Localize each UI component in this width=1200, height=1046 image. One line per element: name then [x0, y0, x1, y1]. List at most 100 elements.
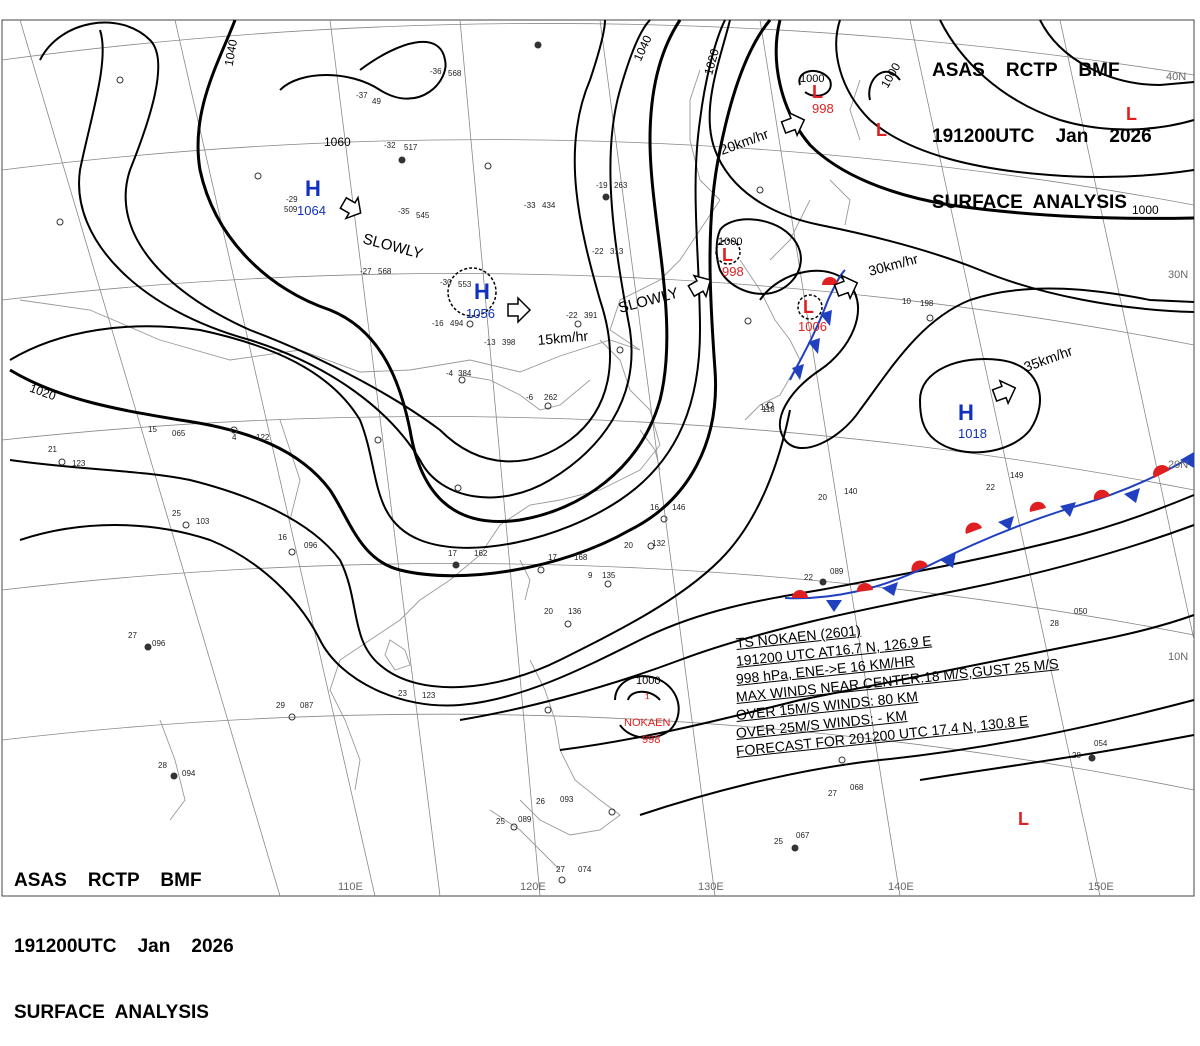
station-pressure: 067: [796, 831, 810, 840]
isobar: [835, 19, 1195, 179]
isobar: [919, 734, 1195, 781]
station-temp: 22: [804, 573, 813, 582]
isobar-label: 1020: [701, 47, 722, 77]
station-pressure: 074: [578, 865, 592, 874]
station-temp: 25: [496, 817, 505, 826]
station-pressure: 087: [300, 701, 314, 710]
station-temp: 26: [536, 797, 545, 806]
isobar: [868, 70, 901, 101]
station-pressure: 434: [542, 201, 556, 210]
station-temp: 20: [818, 493, 827, 502]
station-pressure: 089: [830, 567, 844, 576]
movement-arrow: [833, 274, 859, 301]
station-pressure: 132: [652, 539, 666, 548]
movement-arrow: [339, 195, 362, 220]
station-pressure: 149: [1010, 471, 1024, 480]
station-pressure: 262: [544, 393, 558, 402]
station-temp: -22: [566, 311, 578, 320]
station-pressure: 140: [844, 487, 858, 496]
warm-front-semicircles: [792, 277, 1170, 598]
high-center-ring: [447, 267, 497, 317]
header-line-1: ASAS RCTP BMF: [14, 870, 202, 891]
station-pressure: 054: [1094, 739, 1108, 748]
high-pressure-value: 1018: [958, 426, 987, 441]
longitude-label: 150E: [1088, 881, 1114, 893]
station-pressure: 135: [602, 571, 616, 580]
station-temp: 9: [588, 571, 593, 580]
station-pressure: 198: [920, 299, 934, 308]
station-temp: -30: [440, 278, 452, 287]
station-temp: 25: [172, 509, 181, 518]
isobar-label: 1060: [324, 135, 351, 149]
station-pressure: 384: [458, 369, 472, 378]
isobar-label: 1000: [718, 236, 742, 248]
longitude-label: 110E: [338, 881, 363, 893]
isobar: [774, 19, 1195, 220]
station-pressure: 146: [672, 503, 686, 512]
isobar: [9, 409, 791, 689]
station-pressure: 568: [378, 267, 392, 276]
station-temp: 15: [148, 425, 157, 434]
latitude-lines: [1, 23, 1195, 791]
station-pressure: 49: [372, 97, 381, 106]
station-temp: 29: [276, 701, 285, 710]
station-temp: -33: [524, 201, 536, 210]
station-pressure: 545: [416, 211, 430, 220]
station-temp: -36: [430, 67, 442, 76]
surface-analysis-map: 110E 120E 130E 140E 150E 40N 30N 20N 10N…: [1, 19, 1195, 897]
isobar: [627, 690, 661, 701]
chart-header-top: ASAS RCTP BMF 191200UTC Jan 2026 SURFACE…: [932, 16, 1152, 236]
low-pressure-value: 1006: [798, 319, 827, 334]
station-pressure: 094: [182, 769, 196, 778]
station-temp: -29: [286, 195, 298, 204]
station-temp: -4: [446, 369, 454, 378]
station-pressure: 103: [196, 517, 210, 526]
low-letter: L: [876, 120, 887, 140]
station-temp: 28: [158, 761, 167, 770]
station-temp: -27: [360, 267, 372, 276]
station-pressure: 568: [448, 69, 462, 78]
station-temp: -13: [484, 338, 496, 347]
high-letter: H: [305, 176, 321, 201]
isobar: [918, 358, 1041, 454]
station-pressure: 168: [574, 553, 588, 562]
station-temp: 20: [544, 607, 553, 616]
station-pressure: 391: [584, 311, 598, 320]
isobar: [1039, 19, 1195, 87]
isobar: [939, 19, 1195, 131]
header-line-3: SURFACE ANALYSIS: [14, 1002, 209, 1023]
isobar: [614, 675, 680, 739]
isobars: [9, 19, 1195, 816]
low-letter: L: [1018, 809, 1029, 829]
movement-arrow: [991, 379, 1017, 406]
station-temp: 27: [828, 789, 837, 798]
front-line: [784, 454, 1195, 600]
station-markers: [56, 41, 1096, 884]
latitude-label: 10N: [1168, 651, 1188, 663]
high-pressure-value: 1064: [297, 203, 326, 218]
typhoon-symbol-icon: ¹: [645, 690, 650, 706]
station-temp: 27: [128, 631, 137, 640]
station-pressure: 089: [518, 815, 532, 824]
station-temp: 25: [774, 837, 783, 846]
station-temp: -32: [384, 141, 396, 150]
high-center-china: H 1056 15km/hr: [466, 279, 589, 348]
high-letter: H: [958, 400, 974, 425]
cold-front-triangles: [792, 310, 1194, 612]
movement-arrows: [339, 111, 1017, 406]
station-pressure: 553: [458, 280, 472, 289]
longitude-lines: [19, 19, 1195, 897]
typhoon-pressure: 998: [642, 734, 660, 746]
longitude-label: 140E: [888, 881, 914, 893]
chart-header-bottom: ASAS RCTP BMF 191200UTC Jan 2026 SURFACE…: [14, 826, 234, 1046]
typhoon-name: NOKAEN: [624, 717, 671, 729]
station-pressure: 118: [762, 405, 775, 414]
station-temp: 16: [650, 503, 659, 512]
isobar: [798, 70, 832, 97]
station-pressure: 065: [172, 429, 186, 438]
station-pressure: 096: [304, 541, 318, 550]
frontal-boundary: [784, 269, 1195, 612]
station-pressure: 136: [568, 607, 582, 616]
tropical-storm-info: TS NOKAEN (2601) 191200 UTC AT16.7 N, 12…: [735, 622, 1060, 760]
typhoon-center: 1000 ¹ NOKAEN 998: [624, 675, 671, 746]
